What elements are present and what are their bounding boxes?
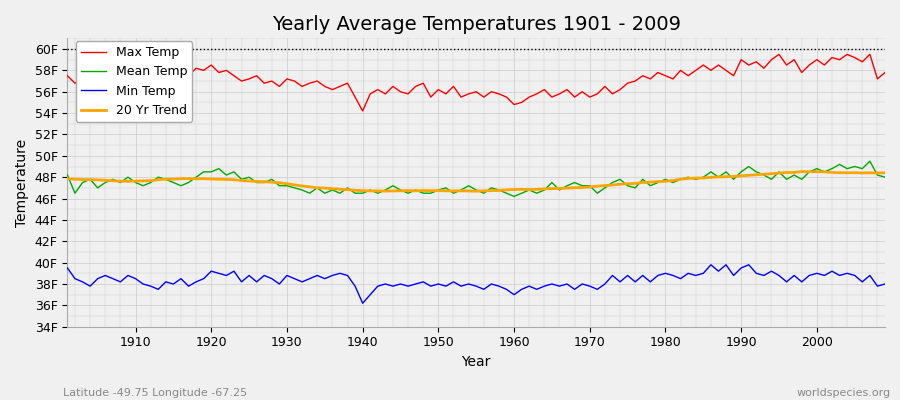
Min Temp	[357, 301, 368, 306]
Max Temp	[608, 92, 618, 96]
Min Temp	[879, 282, 890, 286]
Line: Max Temp: Max Temp	[68, 54, 885, 111]
Max Temp	[357, 108, 368, 113]
Min Temp	[508, 292, 519, 297]
Title: Yearly Average Temperatures 1901 - 2009: Yearly Average Temperatures 1901 - 2009	[272, 15, 680, 34]
Mean Temp	[865, 159, 876, 164]
20 Yr Trend	[471, 189, 482, 194]
Mean Temp	[879, 175, 890, 180]
Max Temp	[289, 79, 300, 84]
Max Temp	[774, 52, 785, 57]
Min Temp	[122, 273, 133, 278]
20 Yr Trend	[62, 176, 73, 181]
Max Temp	[879, 70, 890, 75]
Min Temp	[608, 273, 618, 278]
Y-axis label: Temperature: Temperature	[15, 138, 29, 226]
20 Yr Trend	[879, 170, 890, 175]
Text: worldspecies.org: worldspecies.org	[796, 388, 891, 398]
Mean Temp	[608, 180, 618, 185]
Line: Mean Temp: Mean Temp	[68, 161, 885, 196]
Min Temp	[289, 276, 300, 281]
Min Temp	[62, 266, 73, 270]
20 Yr Trend	[608, 183, 618, 188]
Mean Temp	[62, 173, 73, 178]
20 Yr Trend	[796, 169, 807, 174]
Mean Temp	[122, 175, 133, 180]
Min Temp	[335, 271, 346, 276]
Line: Min Temp: Min Temp	[68, 265, 885, 303]
Min Temp	[706, 262, 716, 267]
Mean Temp	[517, 191, 527, 196]
20 Yr Trend	[122, 179, 133, 184]
20 Yr Trend	[508, 187, 519, 192]
Mean Temp	[335, 191, 346, 196]
Mean Temp	[289, 186, 300, 190]
Text: Latitude -49.75 Longitude -67.25: Latitude -49.75 Longitude -67.25	[63, 388, 248, 398]
Mean Temp	[508, 194, 519, 199]
Max Temp	[335, 84, 346, 89]
Max Temp	[508, 102, 519, 107]
20 Yr Trend	[335, 187, 346, 192]
X-axis label: Year: Year	[462, 355, 490, 369]
Mean Temp	[501, 191, 512, 196]
Line: 20 Yr Trend: 20 Yr Trend	[68, 172, 885, 191]
Max Temp	[517, 100, 527, 105]
Max Temp	[122, 73, 133, 78]
Legend: Max Temp, Mean Temp, Min Temp, 20 Yr Trend: Max Temp, Mean Temp, Min Temp, 20 Yr Tre…	[76, 41, 192, 122]
20 Yr Trend	[517, 187, 527, 192]
Min Temp	[517, 287, 527, 292]
Max Temp	[62, 73, 73, 78]
20 Yr Trend	[289, 182, 300, 187]
